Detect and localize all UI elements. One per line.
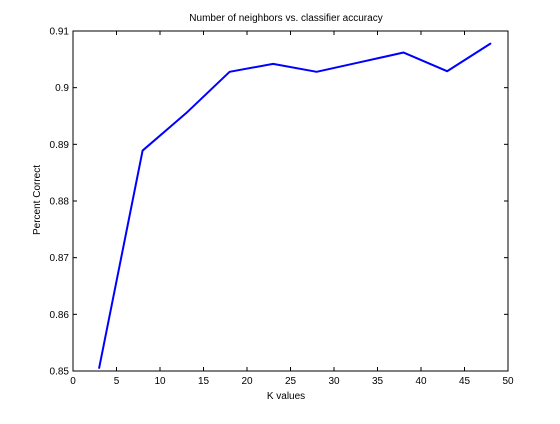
x-tick-label: 30 <box>328 376 340 387</box>
y-tick-label: 0.87 <box>50 253 70 264</box>
x-tick-label: 40 <box>415 376 427 387</box>
x-tick-label: 5 <box>114 376 120 387</box>
y-tick-label: 0.88 <box>50 197 70 208</box>
data-point <box>489 42 492 45</box>
y-tick-label: 0.9 <box>55 83 69 94</box>
y-axis-label: Percent Correct <box>32 165 43 235</box>
x-tick-label: 0 <box>70 376 76 387</box>
x-tick-label: 15 <box>198 376 210 387</box>
data-point <box>402 51 405 54</box>
y-tick-label: 0.89 <box>50 140 70 151</box>
x-tick-label: 35 <box>372 376 384 387</box>
data-point <box>228 71 231 73</box>
data-point <box>359 61 361 63</box>
data-point <box>98 367 100 369</box>
data-point <box>272 63 274 65</box>
chart-title: Number of neighbors vs. classifier accur… <box>189 13 382 24</box>
x-tick-label: 25 <box>285 376 297 387</box>
y-tick-label: 0.86 <box>50 310 70 321</box>
y-tick-label: 0.85 <box>50 367 70 378</box>
data-point <box>446 70 448 73</box>
x-tick-label: 50 <box>502 376 514 387</box>
series-line <box>98 42 492 369</box>
x-axis-label: K values <box>267 391 305 402</box>
data-point <box>185 112 187 114</box>
data-point <box>141 149 144 152</box>
y-tick-label: 0.91 <box>50 27 70 38</box>
data-point <box>315 71 318 73</box>
x-tick-label: 10 <box>154 376 166 387</box>
x-tick-label: 45 <box>459 376 471 387</box>
x-tick-label: 20 <box>241 376 253 387</box>
